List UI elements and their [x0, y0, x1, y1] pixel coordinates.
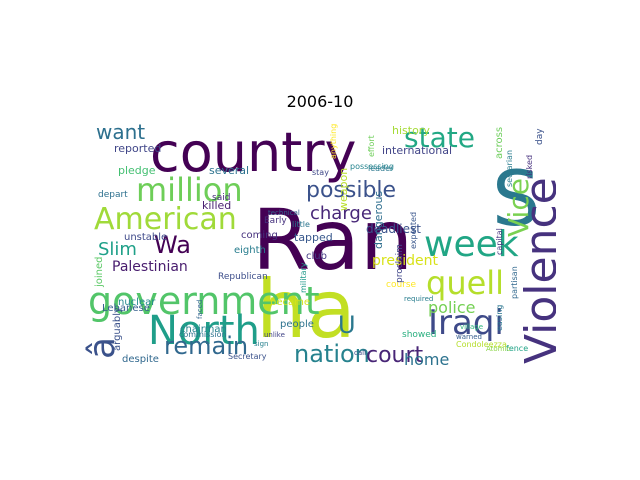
- word-remain: remain: [164, 332, 248, 360]
- word-faced: faced: [196, 300, 204, 319]
- word-charge: charge: [310, 203, 372, 224]
- word-slim: Slim: [98, 239, 137, 260]
- word-million: million: [136, 171, 243, 209]
- word-unstable: unstable: [124, 232, 167, 243]
- word-partisan: partisan: [510, 266, 519, 299]
- word-possessing: possessing: [350, 162, 394, 171]
- word-arguably: arguably: [112, 307, 123, 351]
- word-capital: capital: [495, 228, 504, 255]
- word-eighth: eighth: [234, 245, 266, 256]
- word-military: military: [299, 262, 308, 293]
- word-president: president: [372, 253, 439, 269]
- word-commission: commission: [179, 330, 227, 339]
- word-lebanese: Lebanese: [102, 303, 150, 314]
- word-course: course: [386, 280, 417, 290]
- word-possible: possible: [306, 178, 396, 203]
- word-want: want: [96, 120, 145, 144]
- word-unlike: unlike: [264, 331, 285, 339]
- word-reported: reported: [114, 142, 161, 155]
- word-people: people: [280, 319, 314, 330]
- word-weapon: weapon: [337, 168, 350, 211]
- word-risked: risked: [525, 155, 534, 179]
- word-deadliest: deadliest: [366, 222, 421, 236]
- word-day: day: [535, 128, 545, 145]
- word-proclaim: proclaim: [395, 244, 405, 283]
- word-killed: killed: [202, 199, 231, 212]
- word-north: North: [148, 308, 260, 354]
- word-history: history: [392, 124, 430, 137]
- word-republican: Republican: [218, 272, 268, 282]
- word-government: government: [88, 279, 320, 323]
- word-little: little: [292, 220, 310, 229]
- word-effort: effort: [367, 135, 376, 157]
- word-joined: joined: [94, 256, 105, 288]
- word--: â: [84, 337, 123, 359]
- word-state: state: [404, 121, 475, 154]
- word-palestinian: Palestinian: [112, 259, 188, 275]
- word-week: week: [424, 224, 519, 265]
- word-condoleezza: Condoleezza: [456, 340, 507, 349]
- word-leader: leader: [368, 164, 394, 173]
- word-early: Early: [264, 216, 287, 226]
- word-became: became: [270, 297, 310, 308]
- word-home: home: [404, 350, 449, 367]
- word-several: several: [209, 164, 249, 177]
- word-sign: sign: [254, 340, 268, 348]
- word-international: international: [382, 144, 452, 157]
- word-easing: easing: [495, 305, 504, 331]
- word-secretary: Secretary: [228, 352, 267, 361]
- word-stay: stay: [312, 168, 329, 177]
- word-wa: Wa: [154, 231, 191, 259]
- word-police: police: [428, 298, 475, 317]
- word-nuclear: nuclear: [118, 297, 156, 308]
- word-depart: depart: [98, 190, 128, 200]
- word-u: U: [338, 311, 356, 339]
- word-anything: anything: [329, 124, 338, 159]
- word-coming: coming: [241, 230, 278, 241]
- word-across: across: [494, 127, 505, 159]
- word-warned: warned: [456, 333, 482, 341]
- word-violence: Violence: [516, 177, 556, 364]
- word-pledge: pledge: [118, 164, 156, 177]
- word-ran: Ran: [252, 191, 413, 289]
- word-vice: Vice: [502, 178, 535, 237]
- word-american: American: [94, 202, 237, 237]
- word-s: S: [492, 154, 540, 243]
- word-tapped: tapped: [294, 231, 333, 244]
- word-showed: showed: [402, 330, 437, 340]
- word-said: said: [212, 193, 230, 203]
- word-despite: despite: [122, 354, 159, 365]
- word-dangerous: dangerous: [372, 191, 385, 249]
- word-technical: technical: [268, 209, 300, 217]
- word-quell: quell: [426, 264, 504, 302]
- chart-title: 2006-10: [286, 92, 354, 111]
- word-call: call: [354, 349, 366, 357]
- word-country: country: [150, 121, 357, 184]
- word-court: court: [366, 343, 424, 367]
- word-sectarian: sectarian: [505, 150, 514, 187]
- word-ha: ha: [256, 263, 356, 356]
- word-fence: fence: [506, 344, 528, 353]
- word-required: required: [404, 295, 433, 303]
- word-village: village: [460, 323, 483, 331]
- word-chairman: chairman: [180, 324, 227, 335]
- word-nation: nation: [294, 340, 370, 367]
- word-iraqi: Iraqi: [428, 303, 504, 343]
- word-atomic: Atomic: [486, 345, 510, 353]
- word-club: club: [306, 251, 327, 262]
- word-expected: expected: [409, 212, 418, 249]
